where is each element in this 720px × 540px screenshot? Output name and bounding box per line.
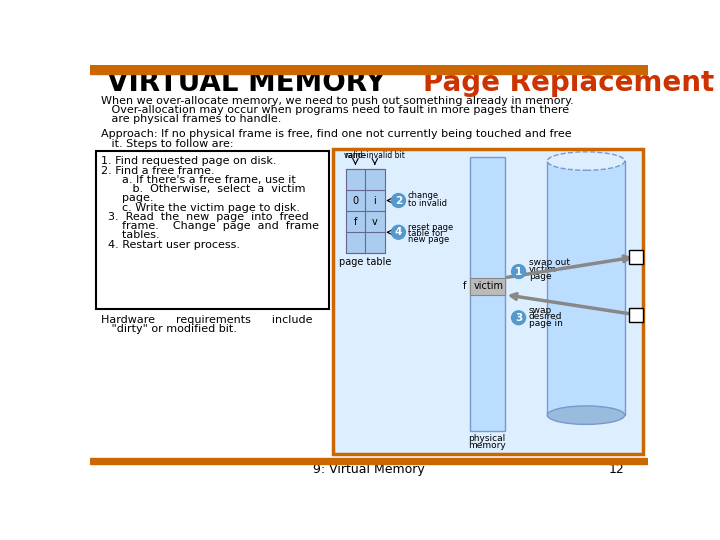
Text: 1: 1 <box>515 267 522 276</box>
Bar <box>96 151 329 309</box>
Bar <box>547 161 625 415</box>
Text: 2. Find a free frame.: 2. Find a free frame. <box>101 166 215 176</box>
Bar <box>90 457 648 464</box>
Bar <box>629 250 642 264</box>
Text: rame: rame <box>344 151 366 159</box>
Text: to invalid: to invalid <box>408 199 446 208</box>
Text: page table: page table <box>339 256 391 267</box>
Text: tables.: tables. <box>101 231 159 240</box>
Text: b.  Otherwise,  select  a  victim: b. Otherwise, select a victim <box>101 184 305 194</box>
Bar <box>346 168 384 253</box>
Text: f: f <box>354 217 357 227</box>
Text: desired: desired <box>528 313 562 321</box>
Text: victim: victim <box>474 281 504 291</box>
Text: swap: swap <box>528 306 552 314</box>
Text: When we over-allocate memory, we need to push out something already in memory.: When we over-allocate memory, we need to… <box>101 96 574 106</box>
Text: Page Replacement: Page Replacement <box>423 69 714 97</box>
Bar <box>333 150 642 454</box>
Text: change: change <box>408 191 439 200</box>
Text: 0: 0 <box>352 195 359 206</box>
Text: valid–invalid bit: valid–invalid bit <box>344 151 405 159</box>
Bar <box>90 65 648 74</box>
Text: new page: new page <box>408 235 449 245</box>
Text: are physical frames to handle.: are physical frames to handle. <box>101 114 282 124</box>
Text: physical: physical <box>469 434 506 443</box>
Circle shape <box>392 193 405 207</box>
Circle shape <box>512 265 526 279</box>
Text: 4. Restart user process.: 4. Restart user process. <box>101 240 240 249</box>
Text: table for: table for <box>408 230 444 238</box>
Text: 3: 3 <box>515 313 522 323</box>
Text: page.: page. <box>101 193 153 204</box>
Bar <box>469 157 505 430</box>
Ellipse shape <box>547 152 625 170</box>
Text: v: v <box>372 217 378 227</box>
Text: 2: 2 <box>395 195 402 206</box>
Text: Approach: If no physical frame is free, find one not currently being touched and: Approach: If no physical frame is free, … <box>101 130 572 139</box>
Text: VIRTUAL MEMORY: VIRTUAL MEMORY <box>107 69 386 97</box>
Text: it. Steps to follow are:: it. Steps to follow are: <box>101 139 233 148</box>
Text: a. If there's a free frame, use it: a. If there's a free frame, use it <box>101 175 296 185</box>
Text: Over-allocation may occur when programs need to fault in more pages than there: Over-allocation may occur when programs … <box>101 105 569 115</box>
Circle shape <box>392 225 405 239</box>
Text: reset page: reset page <box>408 223 453 232</box>
Text: Hardware      requirements      include: Hardware requirements include <box>101 315 312 325</box>
Circle shape <box>512 311 526 325</box>
Text: 9: Virtual Memory: 9: Virtual Memory <box>313 463 425 476</box>
Text: 3.  Read  the  new  page  into  freed: 3. Read the new page into freed <box>101 212 309 222</box>
Text: memory: memory <box>468 441 506 450</box>
Text: 1. Find requested page on disk.: 1. Find requested page on disk. <box>101 157 276 166</box>
Text: f: f <box>463 281 467 291</box>
Ellipse shape <box>547 406 625 424</box>
Text: 4: 4 <box>395 227 402 237</box>
Text: page: page <box>528 272 552 281</box>
Bar <box>469 278 505 295</box>
Text: victim: victim <box>528 265 557 274</box>
Text: frame.    Change  page  and  frame: frame. Change page and frame <box>101 221 319 231</box>
Text: c. Write the victim page to disk.: c. Write the victim page to disk. <box>101 202 300 213</box>
Bar <box>629 308 642 322</box>
Text: page in: page in <box>528 319 562 328</box>
Text: "dirty" or modified bit.: "dirty" or modified bit. <box>101 325 237 334</box>
Text: 12: 12 <box>609 463 625 476</box>
Text: i: i <box>374 195 376 206</box>
Text: swap out: swap out <box>528 258 570 267</box>
